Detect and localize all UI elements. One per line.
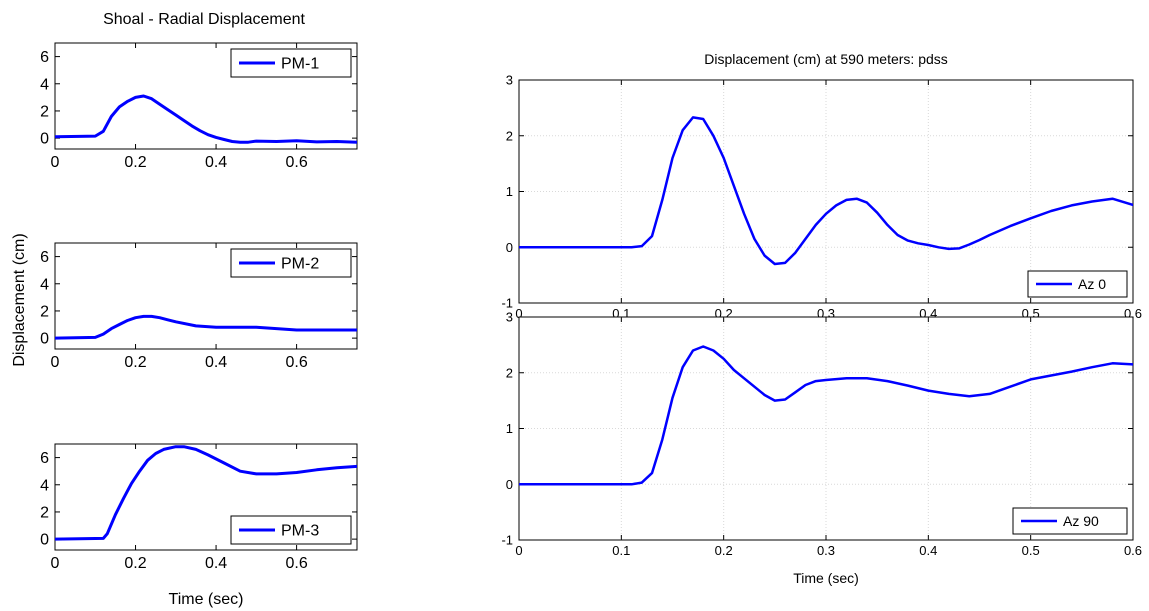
chart-pm2: 0 0.2 0.4 0.6 0 2 4 6 PM-2	[40, 242, 358, 371]
left-x-axis-label: Time (sec)	[169, 591, 244, 608]
chart-pm1: 0 0.2 0.4 0.6 0 2 4 6 PM-1	[40, 42, 358, 171]
x-tick-label: 0.4	[919, 543, 937, 558]
right-x-axis-label: Time (sec)	[793, 570, 859, 586]
x-tick-label: 0.5	[1022, 543, 1040, 558]
y-tick-label: 2	[506, 365, 513, 380]
x-tick-label: 0	[515, 543, 522, 558]
x-tick-label: 0	[51, 154, 60, 171]
series-line-pm1-0	[55, 94, 357, 144]
x-tick-label: 0	[51, 555, 60, 572]
y-tick-label: 6	[40, 249, 49, 266]
y-tick-label: 4	[40, 76, 49, 93]
y-tick-label: 3	[506, 310, 513, 325]
x-tick-label: 0.2	[124, 154, 146, 171]
legend-pm1: PM-1	[230, 48, 352, 78]
x-tick-label: 0	[51, 354, 60, 371]
y-tick-label: 4	[40, 477, 49, 494]
x-tick-label: 0.2	[124, 555, 146, 572]
y-tick-label: 0	[40, 131, 49, 148]
legend-pm3: PM-3	[230, 515, 352, 545]
y-tick-label: 0	[506, 477, 513, 492]
y-tick-label: 4	[40, 276, 49, 293]
y-tick-label: 1	[506, 184, 513, 199]
x-tick-label: 0.1	[612, 543, 630, 558]
series-line-az0-0	[519, 116, 1133, 266]
legend-label: Az 90	[1063, 513, 1099, 529]
x-tick-label: 0.6	[285, 555, 307, 572]
y-tick-label: 2	[40, 505, 49, 522]
y-tick-label: 0	[40, 331, 49, 348]
y-tick-label: -1	[501, 296, 513, 311]
right-figure-title: Displacement (cm) at 590 meters: pdss	[704, 51, 948, 67]
legend-label: Az 0	[1078, 276, 1106, 292]
left-y-axis-label: Displacement (cm)	[11, 233, 28, 366]
x-tick-label: 0.6	[285, 154, 307, 171]
x-tick-label: 0.2	[715, 543, 733, 558]
y-tick-label: 2	[506, 128, 513, 143]
y-tick-label: 0	[506, 240, 513, 255]
series-line-pm3-0	[55, 445, 357, 541]
y-tick-label: -1	[501, 533, 513, 548]
legend-label: PM-2	[281, 256, 319, 273]
y-tick-label: 6	[40, 450, 49, 467]
x-tick-label: 0.4	[205, 154, 227, 171]
y-tick-label: 3	[506, 73, 513, 88]
x-tick-label: 0.6	[1124, 543, 1142, 558]
x-tick-label: 0.4	[205, 555, 227, 572]
series-line-pm2-0	[55, 314, 357, 340]
legend-label: PM-1	[281, 56, 319, 73]
series-line-az90-0	[519, 345, 1133, 486]
y-tick-label: 6	[40, 49, 49, 66]
chart-pm3: 0 0.2 0.4 0.6 0 2 4 6 PM-3	[40, 443, 358, 572]
y-tick-label: 2	[40, 304, 49, 321]
y-tick-label: 1	[506, 421, 513, 436]
legend-az90: Az 90	[1012, 507, 1128, 535]
x-tick-label: 0.4	[205, 354, 227, 371]
x-tick-label: 0.3	[817, 543, 835, 558]
y-tick-label: 0	[40, 532, 49, 549]
legend-pm2: PM-2	[230, 248, 352, 278]
y-tick-label: 2	[40, 104, 49, 121]
x-tick-label: 0	[515, 306, 522, 321]
legend-az0: Az 0	[1027, 270, 1128, 298]
legend-label: PM-3	[281, 523, 319, 540]
x-tick-label: 0.2	[124, 354, 146, 371]
x-tick-label: 0.6	[285, 354, 307, 371]
left-figure-title: Shoal - Radial Displacement	[103, 11, 305, 28]
